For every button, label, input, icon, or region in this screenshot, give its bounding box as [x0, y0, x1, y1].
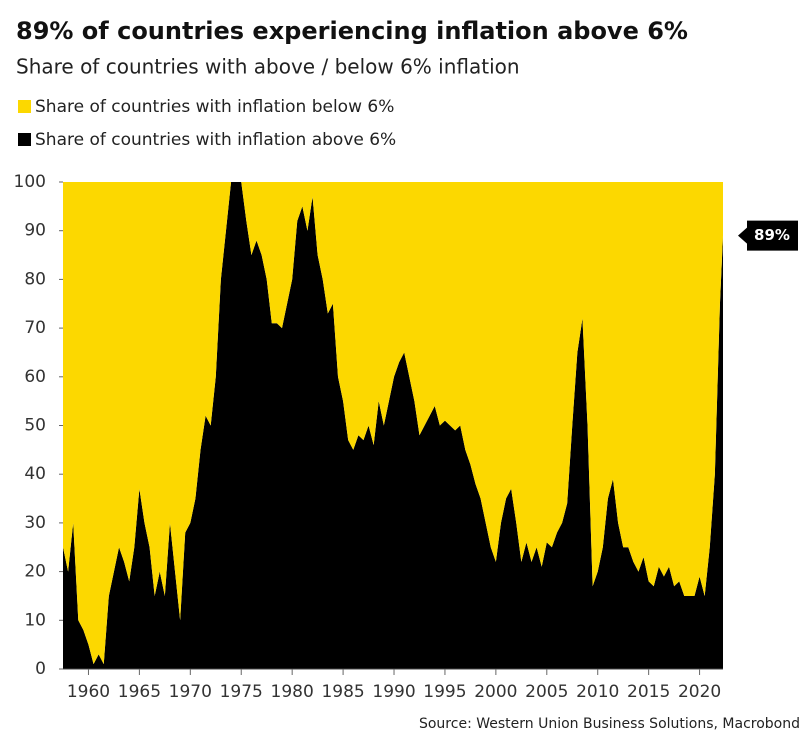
- source: Source: Western Union Business Solutions…: [419, 716, 800, 732]
- x-tick-label: 2015: [627, 682, 670, 702]
- x-tick-label: 1965: [118, 682, 161, 702]
- legend-swatch: [18, 133, 31, 146]
- y-tick-label: 50: [24, 416, 46, 436]
- annotation: 89%: [754, 226, 790, 244]
- annotation-box: [738, 220, 798, 251]
- y-tick-label: 30: [24, 513, 46, 533]
- x-tick-label: 1975: [220, 682, 263, 702]
- x-tick-label: 2020: [678, 682, 721, 702]
- legend-swatch: [18, 100, 31, 113]
- x-tick-label: 2005: [525, 682, 568, 702]
- x-tick-label: 1995: [423, 682, 466, 702]
- chart-title: 89% of countries experiencing inflation …: [16, 17, 688, 45]
- x-tick-label: 1990: [372, 682, 415, 702]
- x-tick-label: 1985: [321, 682, 364, 702]
- y-tick-label: 90: [24, 221, 46, 241]
- legend-label: Share of countries with inflation above …: [35, 130, 396, 150]
- y-tick-label: 70: [24, 318, 46, 338]
- y-tick-label: 80: [24, 269, 46, 289]
- y-tick-label: 0: [35, 659, 46, 679]
- area: [63, 182, 723, 665]
- legend-label: Share of countries with inflation below …: [35, 97, 394, 117]
- y-tick-label: 20: [24, 562, 46, 582]
- x-tick-label: 1970: [169, 682, 212, 702]
- chart-subtitle: Share of countries with above / below 6%…: [16, 55, 520, 79]
- y-tick-label: 40: [24, 464, 46, 484]
- x-tick-label: 1960: [67, 682, 110, 702]
- area: [63, 182, 723, 669]
- x-tick-label: 2010: [576, 682, 619, 702]
- y-tick-label: 10: [24, 610, 46, 630]
- y-tick-label: 60: [24, 367, 46, 387]
- x-tick-label: 1980: [271, 682, 314, 702]
- y-tick-label: 100: [14, 172, 46, 192]
- x-tick-label: 2000: [474, 682, 517, 702]
